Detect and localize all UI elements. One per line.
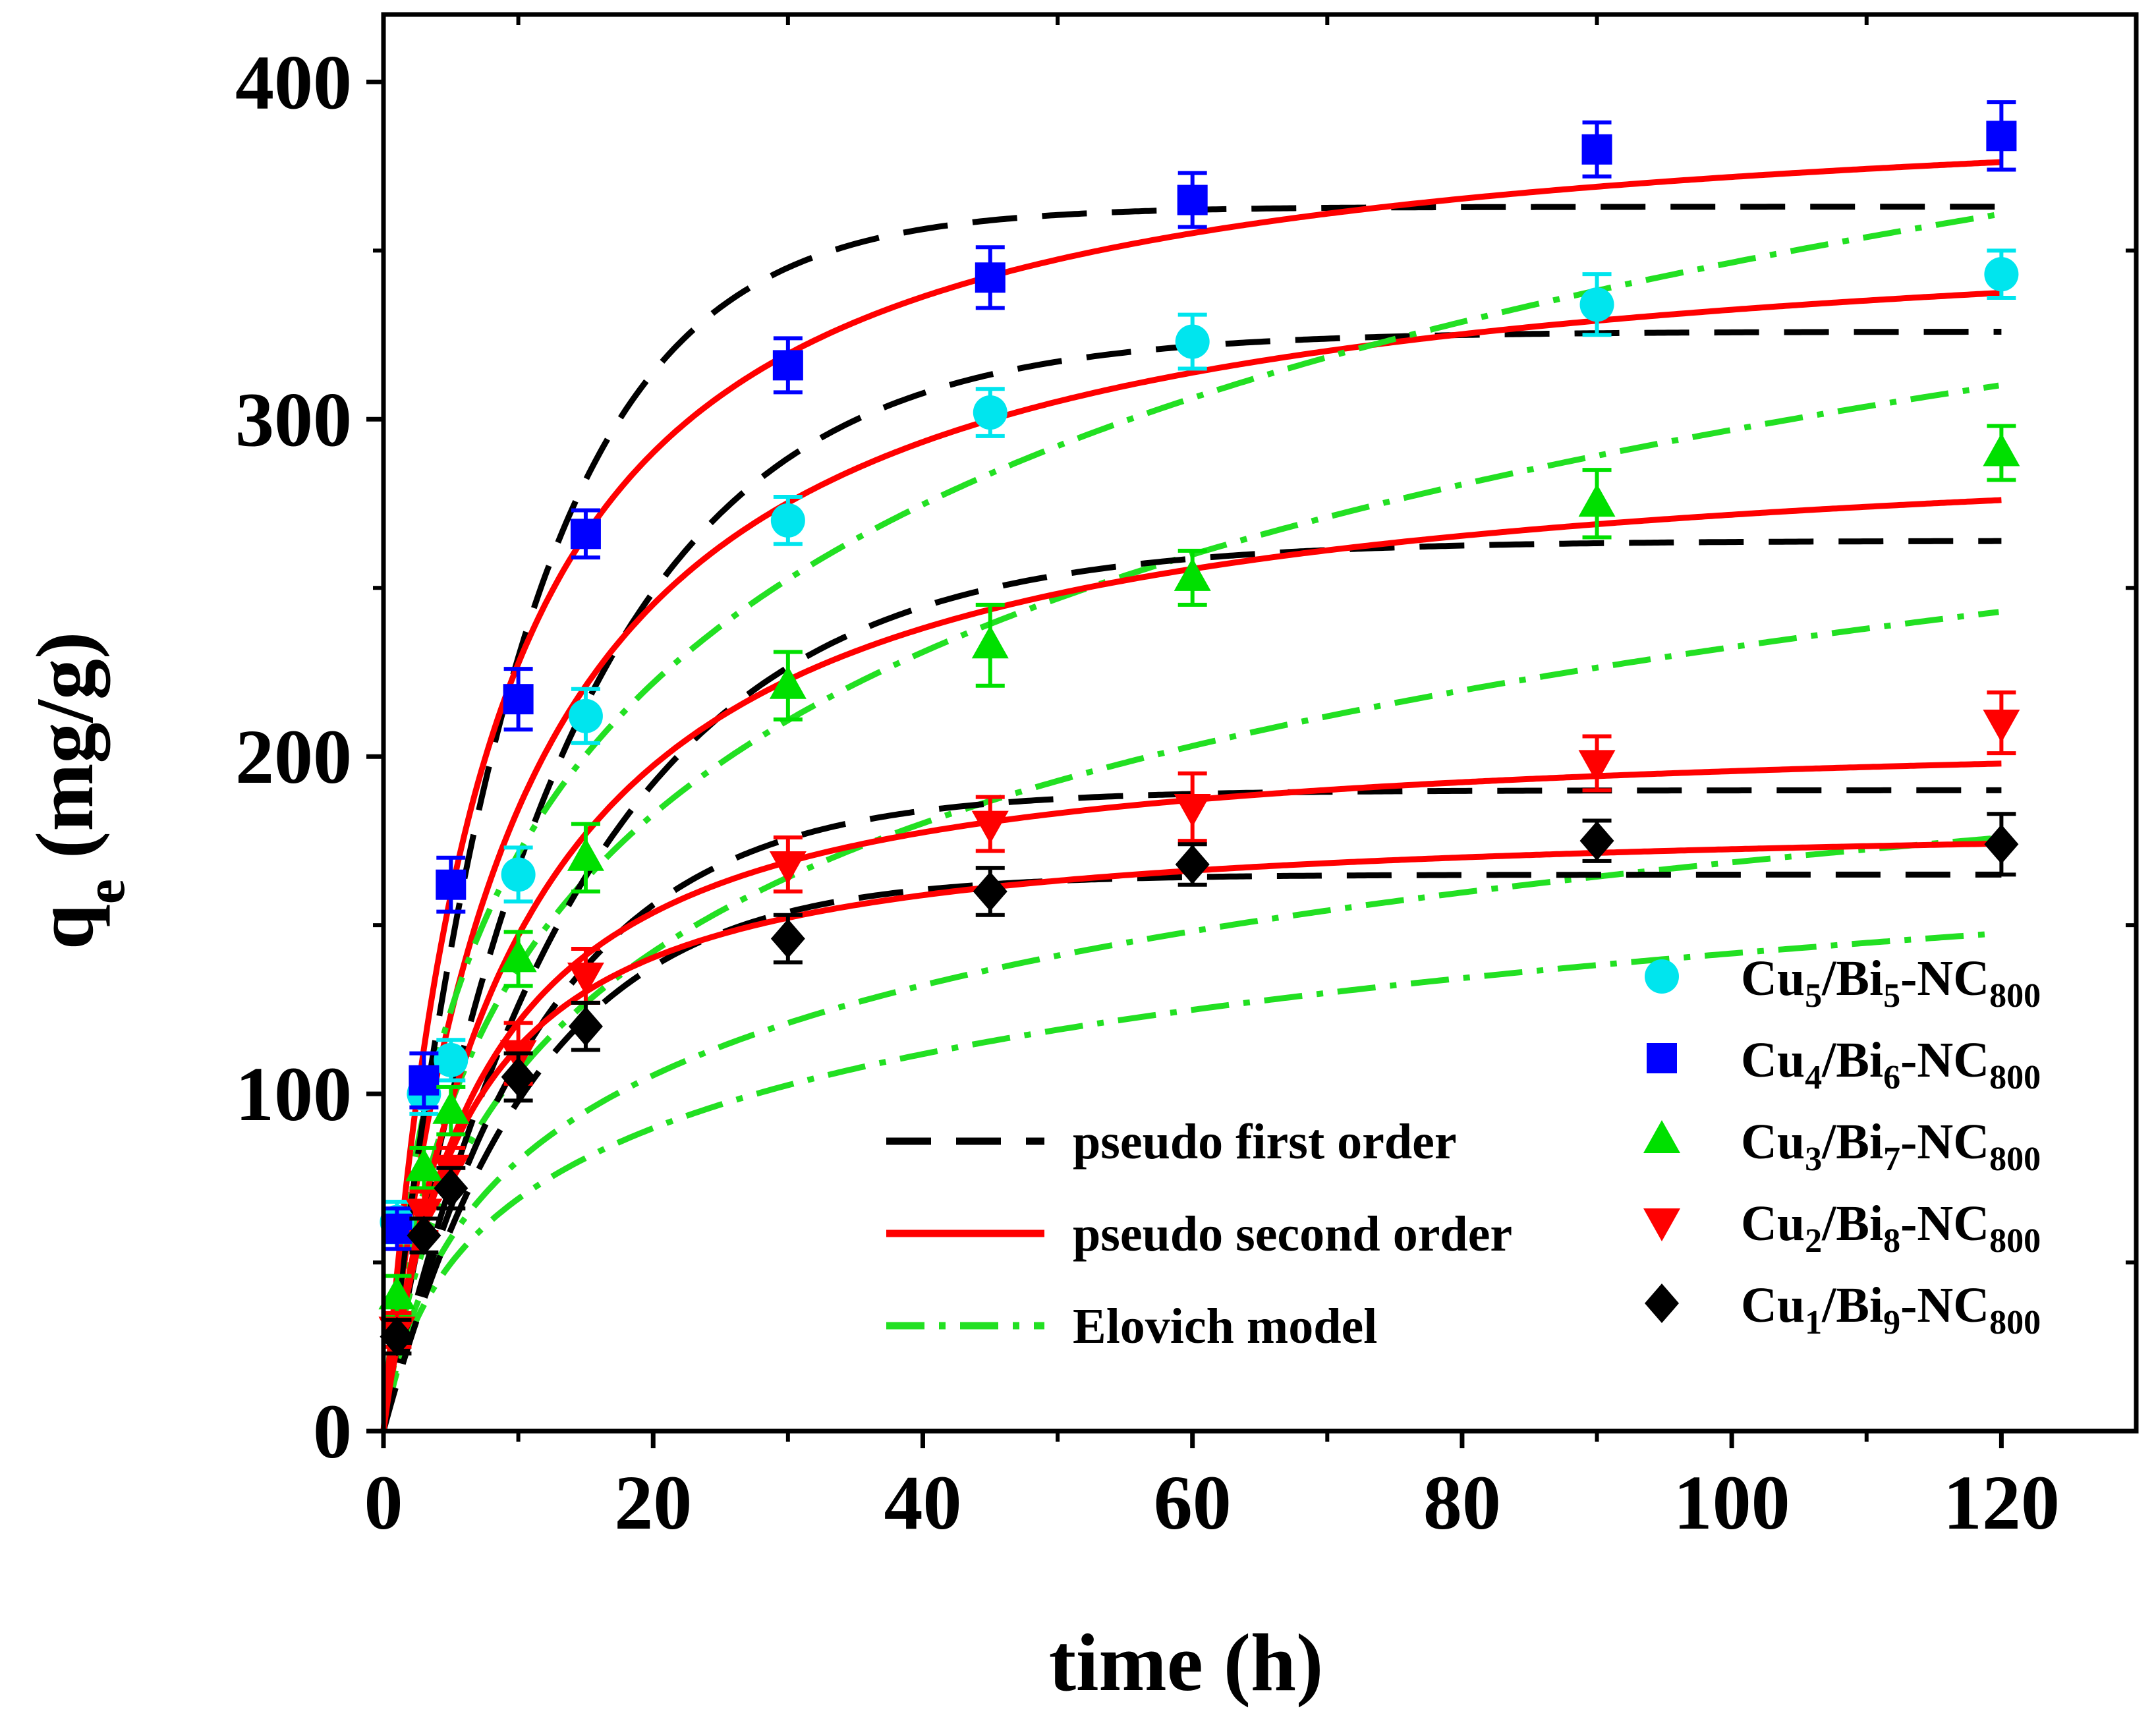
y-tick-label: 0	[313, 1388, 352, 1475]
data-point	[1579, 821, 1614, 861]
x-tick-label: 100	[1674, 1459, 1790, 1546]
data-point	[1174, 793, 1211, 827]
x-tick-label: 80	[1423, 1459, 1501, 1546]
legend-models: pseudo first order pseudo second order Elo…	[886, 1114, 1512, 1354]
data-point	[501, 857, 536, 892]
legend-series: Cu5/Bi5-NC800 Cu4/Bi6-NC800 Cu3/Bi7-NC800 C…	[1643, 951, 2041, 1342]
data-point	[1174, 557, 1211, 591]
data-point	[770, 503, 805, 538]
data-point	[1175, 845, 1210, 884]
y-tick-label: 200	[235, 714, 352, 800]
data-point	[434, 1042, 468, 1077]
data-point	[971, 625, 1009, 659]
data-point	[405, 1199, 443, 1232]
pso-curve	[380, 289, 2002, 1432]
data-point	[971, 810, 1009, 844]
data-points	[378, 100, 2020, 1357]
data-point	[436, 869, 467, 900]
legend-series-marker	[1645, 1284, 1679, 1323]
data-point	[772, 350, 803, 381]
pso-curve	[380, 159, 2002, 1432]
x-tick-label: 20	[614, 1459, 692, 1546]
legend-series-label: Cu2/Bi8-NC800	[1741, 1196, 2041, 1260]
x-tick-label: 60	[1154, 1459, 1232, 1546]
legend-series-marker	[1645, 959, 1679, 994]
data-point	[432, 1090, 470, 1124]
pfo-curve	[380, 538, 2002, 1432]
y-tick-label: 400	[235, 39, 352, 125]
data-point	[1578, 750, 1616, 783]
elovich-curve	[384, 835, 1999, 1409]
x-axis-title: time (h)	[1049, 1618, 1324, 1708]
data-point	[975, 262, 1006, 293]
elovich-curve	[384, 211, 1999, 1377]
legend-series-label: Cu1/Bi9-NC800	[1741, 1278, 2041, 1342]
legend-series-label: Cu4/Bi6-NC800	[1741, 1032, 2041, 1096]
legend-series-label: Cu5/Bi5-NC800	[1741, 951, 2041, 1015]
data-point	[1984, 824, 2019, 864]
y-tick-label: 100	[235, 1051, 352, 1137]
legend-series-label: Cu3/Bi7-NC800	[1741, 1114, 2041, 1178]
data-point	[499, 939, 537, 973]
data-point	[1581, 134, 1612, 165]
data-point	[570, 519, 601, 550]
y-axis-title: qe (mg/g)	[20, 632, 136, 949]
data-point	[1579, 287, 1614, 322]
data-point	[769, 851, 807, 884]
data-point	[407, 1216, 441, 1256]
data-point	[770, 918, 805, 959]
data-point	[380, 1316, 414, 1357]
elovich-curve	[384, 609, 1999, 1403]
data-point	[567, 962, 604, 996]
elovich-curve	[384, 930, 1999, 1411]
data-point	[378, 1276, 416, 1310]
data-point	[568, 698, 603, 733]
legend-series-marker	[1643, 1208, 1680, 1241]
data-point	[567, 837, 604, 871]
data-point	[568, 1006, 603, 1046]
x-tick-label: 120	[1943, 1459, 2060, 1546]
data-point	[434, 1168, 468, 1208]
data-point	[503, 684, 534, 715]
data-point	[409, 1065, 440, 1096]
y-tick-label: 300	[235, 376, 352, 463]
data-point	[1578, 484, 1616, 517]
x-tick-label: 40	[884, 1459, 961, 1546]
data-point	[1175, 324, 1210, 359]
data-point	[973, 395, 1007, 430]
legend-series-marker	[1643, 1120, 1680, 1153]
legend-model-label: pseudo second order	[1073, 1206, 1512, 1262]
data-point	[769, 665, 807, 699]
legend-model-label: Elovich model	[1073, 1299, 1377, 1354]
data-point	[1984, 257, 2019, 292]
data-point	[382, 1213, 412, 1244]
axis-ticks: 0 20 40 60 80 100 120 0 100 200 300 400	[235, 14, 2136, 1546]
data-point	[1983, 710, 2020, 743]
x-tick-label: 0	[364, 1459, 403, 1546]
pfo-curve	[380, 871, 2002, 1432]
data-point	[1986, 121, 2017, 152]
plot-frame	[381, 12, 2139, 1434]
data-point	[1983, 433, 2020, 466]
data-point	[405, 1148, 443, 1181]
data-point	[973, 871, 1007, 911]
legend-series-marker	[1647, 1043, 1677, 1073]
data-point	[501, 1057, 536, 1097]
data-point	[1177, 184, 1208, 215]
legend-model-label: pseudo first order	[1073, 1114, 1457, 1170]
